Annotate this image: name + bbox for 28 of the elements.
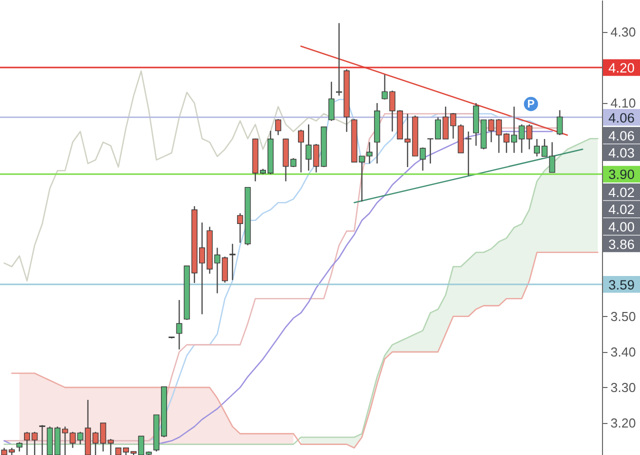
text: 4.02 [608,184,635,200]
annotation: 4.06 [608,128,635,144]
y-tick-label: 3.30 [610,380,636,395]
annotation: P [527,98,535,110]
ref-line-label: 4.06 [608,110,635,126]
y-tick-label: 4.30 [610,24,636,40]
candlestick [382,74,388,100]
candlestick [275,118,282,136]
y-tick-label: 3.50 [610,308,636,324]
text: 4.02 [608,202,635,218]
ref-line-label: 3.59 [608,277,635,292]
candlestick [16,442,22,452]
ref-line-label: 4.20 [608,60,635,76]
y-tick-label: 3.40 [610,344,636,360]
candlestick [298,129,304,173]
line-series [11,252,598,449]
y-tick-label: 4.10 [610,96,636,111]
candlestick [526,124,532,150]
candlestick [420,146,426,172]
text: 4.00 [608,220,635,235]
candlestick [328,81,334,122]
candlestick [39,424,46,455]
ref-line-label: 3.90 [608,167,635,182]
candlestick [176,299,182,350]
text: 3.86 [608,236,635,252]
candlestick [556,110,563,136]
y-tick-label: 3.20 [610,416,636,431]
text: 4.03 [608,146,635,161]
